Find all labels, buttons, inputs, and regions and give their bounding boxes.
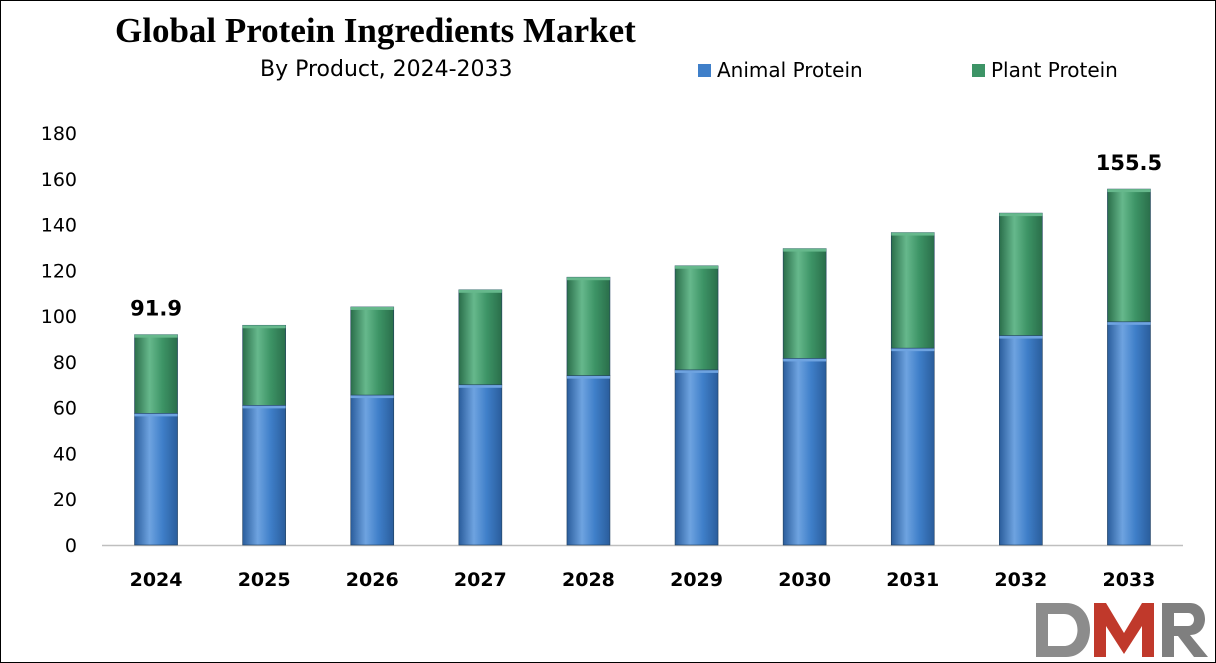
legend-label-animal: Animal Protein: [717, 58, 863, 82]
y-tick-label: 80: [53, 352, 77, 374]
chart-subtitle: By Product, 2024-2033: [260, 57, 513, 82]
x-tick-label: 2028: [562, 569, 615, 591]
bar-top-face: [458, 384, 502, 388]
bar-plant-2024: [134, 334, 178, 414]
bar-animal-2033: [1107, 321, 1151, 546]
bar-plant-2026: [350, 306, 395, 396]
x-tick-label: 2033: [1103, 569, 1156, 591]
data-label: 91.9: [130, 297, 182, 321]
x-tick-label: 2029: [670, 569, 723, 591]
bar-animal-2024: [134, 413, 178, 546]
bar-animal-2032: [999, 335, 1043, 546]
bar-plant-2025: [242, 324, 286, 406]
bar-plant-2031: [890, 232, 935, 349]
bar-animal-2031: [890, 347, 935, 546]
x-tick-label: 2030: [778, 569, 831, 591]
bar-top-face: [1107, 189, 1151, 193]
bar-top-face: [242, 325, 286, 329]
bar-top-face: [134, 413, 178, 417]
legend-swatch-plant: [972, 63, 985, 77]
x-tick-label: 2031: [886, 569, 939, 591]
x-tick-label: 2027: [454, 569, 507, 591]
x-tick-label: 2026: [346, 569, 399, 591]
bar-animal-2030: [782, 358, 827, 546]
bar-plant-2033: [1107, 188, 1151, 323]
y-tick-label: 140: [41, 215, 77, 237]
bar-top-face: [242, 405, 286, 409]
bar-top-face: [999, 213, 1043, 217]
y-tick-label: 60: [53, 398, 77, 420]
y-tick-label: 20: [53, 489, 77, 511]
bar-top-face: [891, 348, 935, 352]
bar-plant-2028: [566, 276, 611, 376]
x-tick-label: 2025: [238, 569, 291, 591]
x-tick-label: 2024: [130, 569, 183, 591]
bar-top-face: [675, 265, 719, 269]
bar-top-face: [1107, 321, 1151, 325]
data-label: 155.5: [1096, 151, 1162, 175]
bar-top-face: [566, 277, 610, 281]
legend-label-plant: Plant Protein: [991, 58, 1118, 82]
bar-top-face: [350, 395, 394, 399]
y-tick-label: 40: [53, 443, 77, 465]
y-tick-label: 120: [41, 260, 77, 282]
bar-plant-2030: [782, 248, 827, 359]
bar-top-face: [675, 369, 719, 373]
bar-animal-2028: [566, 375, 611, 546]
bar-plant-2032: [999, 212, 1043, 336]
x-tick-label: 2032: [994, 569, 1047, 591]
y-tick-label: 0: [65, 535, 77, 557]
bar-top-face: [134, 334, 178, 338]
bar-animal-2029: [674, 369, 719, 546]
bar-top-face: [891, 232, 935, 236]
chart-title: Global Protein Ingredients Market: [115, 11, 636, 50]
bar-plant-2029: [674, 265, 719, 371]
y-tick-label: 100: [41, 306, 77, 328]
y-tick-label: 180: [41, 123, 77, 145]
legend-swatch-animal: [698, 63, 711, 77]
bar-animal-2027: [458, 384, 503, 546]
bar-top-face: [783, 248, 827, 252]
dmr-logo: [1036, 603, 1208, 657]
bar-top-face: [999, 335, 1043, 339]
bar-plant-2027: [458, 289, 503, 386]
bar-top-face: [566, 375, 610, 379]
bar-animal-2025: [242, 405, 286, 546]
legend-item-plant-protein: Plant Protein: [972, 58, 1118, 82]
bar-top-face: [783, 358, 827, 362]
bar-animal-2026: [350, 394, 395, 546]
y-tick-label: 160: [41, 169, 77, 191]
bar-top-face: [458, 289, 502, 293]
legend-item-animal-protein: Animal Protein: [698, 58, 863, 82]
bar-top-face: [350, 306, 394, 310]
